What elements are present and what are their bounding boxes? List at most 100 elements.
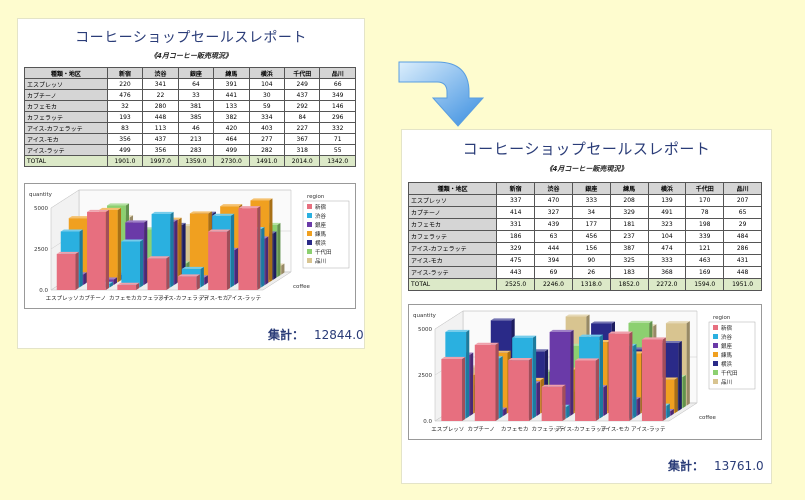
x-tick-label: エスプレッソ xyxy=(46,295,79,302)
table-cell: 470 xyxy=(534,194,573,207)
table-corner-header: 種類・地区 xyxy=(24,67,108,79)
table-cell: 464 xyxy=(213,133,250,145)
table-cell: 339 xyxy=(685,230,725,243)
y-axis-label: quantity xyxy=(29,192,53,198)
table-cell: 441 xyxy=(213,89,250,101)
x-tick-label: エスプレッソ xyxy=(431,426,464,433)
legend-item: 品川 xyxy=(307,258,326,265)
table-cell: 237 xyxy=(609,230,649,243)
chart-bar xyxy=(117,282,140,290)
chart-bar xyxy=(608,331,633,421)
table-cell: 181 xyxy=(609,218,649,231)
table-row-header: カプチーノ xyxy=(407,206,498,219)
svg-text:千代田: 千代田 xyxy=(315,248,332,256)
summary-total: 集計： 12844.0 xyxy=(268,326,364,343)
table-cell: 431 xyxy=(723,254,762,267)
chart-gridline xyxy=(434,310,464,330)
x-axis-label: coffee xyxy=(293,284,311,290)
table-cell: 296 xyxy=(319,111,356,123)
table-cell: 499 xyxy=(106,144,144,156)
legend-item: 練馬 xyxy=(713,351,733,359)
table-cell: 104 xyxy=(647,230,687,243)
legend-title: region xyxy=(307,194,325,200)
x-tick-label: アイス-モカ xyxy=(600,426,629,433)
legend-item: 銀座 xyxy=(307,221,327,229)
table-cell: 177 xyxy=(571,218,611,231)
x-tick-label: アイス-ラッテ xyxy=(227,295,262,302)
legend-item: 銀座 xyxy=(713,342,733,350)
summary-value: 13761.0 xyxy=(714,459,764,473)
table-column-header: 新宿 xyxy=(496,182,536,195)
table-cell: 394 xyxy=(534,254,573,267)
table-row: エスプレッソ 337 470 333 208 139 170 207 xyxy=(407,194,762,207)
x-tick-label: カフェモカ xyxy=(109,295,137,302)
table-cell: 456 xyxy=(571,230,611,243)
table-column-header: 横浜 xyxy=(647,182,687,195)
sales-table: 種類・地区 新宿 渋谷 銀座 練馬 横浜 千代田 品川 エスプレッソ 337 470 333 208 13… xyxy=(407,182,762,291)
x-tick-label: アイス-カフェラッテ xyxy=(556,426,608,433)
table-column-header: 銀座 xyxy=(571,182,611,195)
table-cell: 83 xyxy=(106,122,144,134)
table-cell: 156 xyxy=(571,242,611,255)
table-cell: 55 xyxy=(319,144,356,156)
table-row-header: TOTAL xyxy=(24,155,108,167)
x-tick-label: アイス-カフェラッテ xyxy=(158,295,210,302)
legend-item: 千代田 xyxy=(307,248,332,256)
table-cell: 367 xyxy=(284,133,321,145)
table-cell: 325 xyxy=(609,254,649,267)
table-row-header: アイス-モカ xyxy=(407,254,498,267)
svg-text:新宿: 新宿 xyxy=(315,203,327,211)
table-cell: 443 xyxy=(496,266,536,279)
y-tick-label: 5000 xyxy=(418,327,432,333)
x-tick-label: アイス-モカ xyxy=(199,295,228,302)
table-cell: 476 xyxy=(106,89,144,101)
table-column-header: 渋谷 xyxy=(534,182,573,195)
table-row: カフェラッテ 186 63 456 237 104 339 484 xyxy=(407,230,762,243)
chart-bar xyxy=(575,358,599,421)
report-panel-after: コーヒーショップセールスレポート 《4月コーヒー販売現況》 種類・地区 新宿 渋谷銀… xyxy=(401,129,772,484)
summary-value: 12844.0 xyxy=(314,328,364,342)
table-row-header: エスプレッソ xyxy=(407,194,498,207)
chart-bar xyxy=(541,384,566,421)
table-cell: 59 xyxy=(248,100,286,112)
legend-item: 練馬 xyxy=(307,230,327,238)
summary-label: 集計： xyxy=(268,328,305,342)
table-row: アイス-モカ 475 394 90 325 333 463 431 xyxy=(407,254,762,267)
svg-text:品川: 品川 xyxy=(315,258,326,265)
legend-item: 新宿 xyxy=(307,203,327,211)
y-tick-label: 0.0 xyxy=(39,288,48,294)
table-cell: 283 xyxy=(177,144,215,156)
table-cell: 385 xyxy=(177,111,215,123)
y-tick-label: 5000 xyxy=(34,206,48,212)
table-row-header: アイス-ラッテ xyxy=(24,144,108,156)
table-row: アイス-カフェラッテ 83 113 46 420 403 227 332 xyxy=(24,122,356,134)
table-row: カプチーノ 414 327 34 329 491 78 65 xyxy=(407,206,762,219)
table-cell: 30 xyxy=(248,89,286,101)
legend-item: 品川 xyxy=(713,379,732,386)
table-cell: 183 xyxy=(609,266,649,279)
table-cell: 146 xyxy=(319,100,356,112)
table-cell: 170 xyxy=(685,194,725,207)
table-cell: 292 xyxy=(284,100,321,112)
table-cell: 32 xyxy=(106,100,144,112)
table-cell: 349 xyxy=(319,89,356,101)
svg-text:品川: 品川 xyxy=(721,379,732,386)
sales-table: 種類・地区 新宿 渋谷 銀座 練馬 横浜 千代田 品川 エスプレッソ 220 341 64 391 104… xyxy=(24,67,356,167)
table-cell: 22 xyxy=(142,89,179,101)
legend-item: 横浜 xyxy=(713,360,733,368)
table-cell: 2730.0 xyxy=(213,155,250,167)
table-row-header: カフェモカ xyxy=(24,100,108,112)
table-cell: 499 xyxy=(213,144,250,156)
svg-text:横浜: 横浜 xyxy=(315,239,327,247)
table-cell: 46 xyxy=(177,122,215,134)
table-row-header: エスプレッソ xyxy=(24,78,108,90)
table-cell: 34 xyxy=(571,206,611,219)
table-cell: 341 xyxy=(142,78,179,90)
table-cell: 318 xyxy=(284,144,321,156)
table-cell: 121 xyxy=(685,242,725,255)
table-column-header: 練馬 xyxy=(609,182,649,195)
table-cell: 439 xyxy=(534,218,573,231)
chart-bar xyxy=(177,274,200,290)
table-row: カフェラッテ 193 448 385 382 334 84 296 xyxy=(24,111,356,123)
